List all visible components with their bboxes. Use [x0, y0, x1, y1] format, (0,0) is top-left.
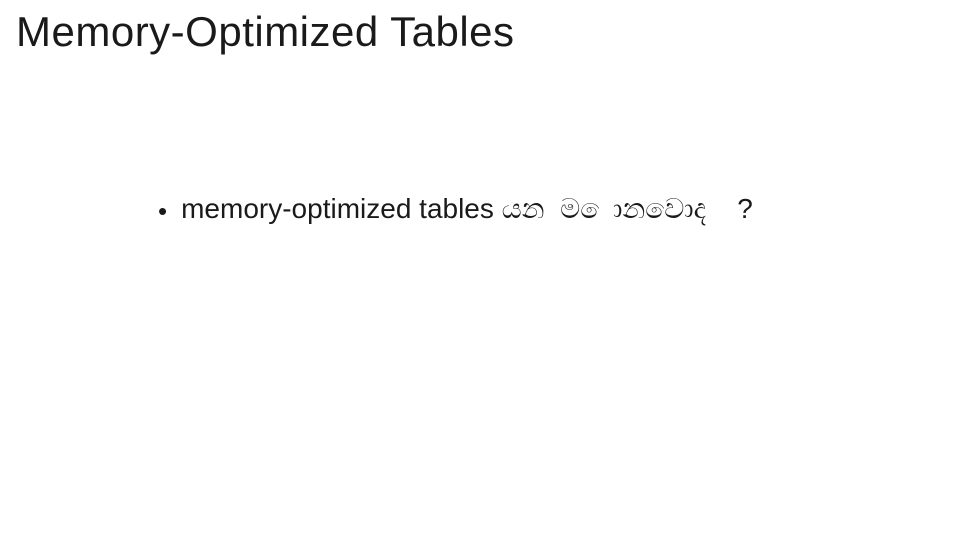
bullet-text: memory-optimized tables යන ම ොනවොද ? — [181, 193, 753, 226]
bullet-marker-icon: • — [158, 198, 167, 224]
bullet-item: • memory-optimized tables යන ම ොනවොද ? — [158, 193, 753, 226]
slide-title: Memory-Optimized Tables — [16, 8, 515, 56]
